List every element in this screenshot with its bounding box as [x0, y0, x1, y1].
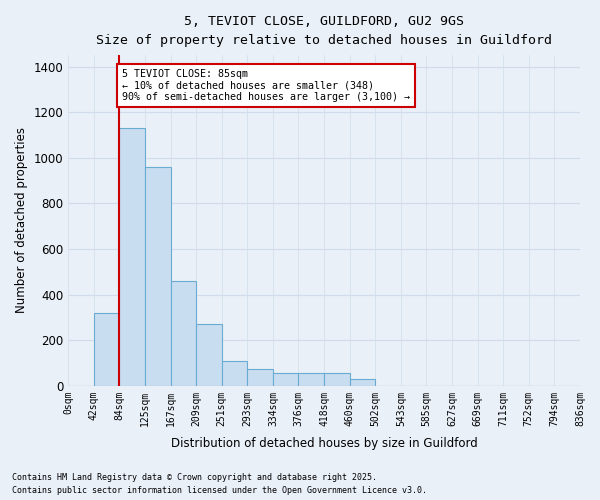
Bar: [196, 324, 222, 386]
Bar: [324, 373, 350, 386]
Bar: [273, 373, 298, 386]
Bar: [222, 360, 247, 386]
Bar: [94, 313, 119, 386]
Text: 5 TEVIOT CLOSE: 85sqm
← 10% of detached houses are smaller (348)
90% of semi-det: 5 TEVIOT CLOSE: 85sqm ← 10% of detached …: [122, 69, 410, 102]
Bar: [170, 281, 196, 386]
Title: 5, TEVIOT CLOSE, GUILDFORD, GU2 9GS
Size of property relative to detached houses: 5, TEVIOT CLOSE, GUILDFORD, GU2 9GS Size…: [96, 15, 552, 47]
X-axis label: Distribution of detached houses by size in Guildford: Distribution of detached houses by size …: [171, 437, 478, 450]
Bar: [298, 373, 324, 386]
Bar: [119, 128, 145, 386]
Bar: [145, 167, 170, 386]
Bar: [247, 368, 273, 386]
Y-axis label: Number of detached properties: Number of detached properties: [15, 128, 28, 314]
Bar: [350, 379, 375, 386]
Text: Contains HM Land Registry data © Crown copyright and database right 2025.
Contai: Contains HM Land Registry data © Crown c…: [12, 474, 427, 495]
